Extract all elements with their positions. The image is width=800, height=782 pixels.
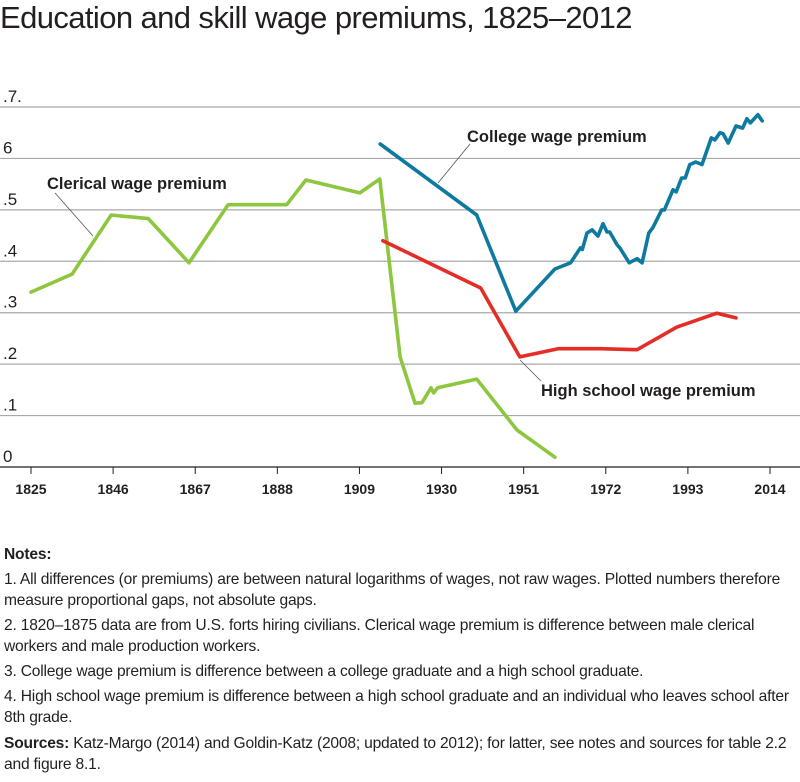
note-4: 4. High school wage premium is differenc… xyxy=(4,688,789,726)
x-tick-label: 1951 xyxy=(508,481,539,497)
college-label-leader xyxy=(437,143,471,184)
sources: Sources: Katz-Margo (2014) and Goldin-Ka… xyxy=(4,733,800,775)
x-tick-label: 1993 xyxy=(672,481,703,497)
x-axis: 1825 1846 1867 1888 1909 1930 1951 1972 1993 2014 xyxy=(0,466,800,497)
line-chart: .7. 6 .5 .4 .3 .2 .1 0 1825 1846 1867 1888 1909 1930… xyxy=(0,87,800,497)
college-wage-premium-line xyxy=(378,112,764,313)
college-series-label: College wage premium xyxy=(467,128,647,146)
notes-heading: Notes: xyxy=(4,546,52,563)
high-school-wage-premium-line xyxy=(381,238,738,359)
clerical-series-label: Clerical wage premium xyxy=(47,175,227,193)
x-tick-label: 1867 xyxy=(180,481,211,497)
y-tick-label: 6 xyxy=(3,138,12,157)
clerical-wage-premium-line xyxy=(29,177,557,459)
x-tick-label: 1846 xyxy=(98,481,129,497)
y-tick-label: .5 xyxy=(3,190,17,209)
y-tick-label: 0 xyxy=(3,447,12,466)
sources-text: Katz-Margo (2014) and Goldin-Katz (2008;… xyxy=(4,735,787,773)
series-labels: Clerical wage premium College wage premi… xyxy=(47,128,756,400)
clerical-label-leader xyxy=(54,192,94,237)
x-tick-label: 1909 xyxy=(344,481,375,497)
sources-label: Sources: xyxy=(4,735,70,752)
x-tick-label: 2014 xyxy=(754,481,785,497)
x-tick-label: 1972 xyxy=(590,481,621,497)
series-lines xyxy=(29,112,764,459)
gridlines xyxy=(0,106,800,417)
high-school-series-label: High school wage premium xyxy=(541,382,756,400)
note-3: 3. College wage premium is difference be… xyxy=(4,663,644,680)
y-tick-label: .2 xyxy=(3,344,17,363)
note-2: 2. 1820–1875 data are from U.S. forts hi… xyxy=(4,617,755,655)
note-1: 1. All differences (or premiums) are bet… xyxy=(4,571,781,609)
notes-section: Notes: 1. All differences (or premiums) … xyxy=(4,544,800,775)
y-tick-label: .1 xyxy=(3,396,17,415)
x-tick-label: 1930 xyxy=(426,481,457,497)
y-tick-label: .3 xyxy=(3,293,17,312)
y-axis-ticks: .7. 6 .5 .4 .3 .2 .1 0 xyxy=(3,87,22,466)
y-tick-label: .7. xyxy=(3,87,22,106)
high-school-label-leader xyxy=(519,359,542,382)
x-tick-label: 1825 xyxy=(15,481,46,497)
y-tick-label: .4 xyxy=(3,241,17,260)
chart-title: Education and skill wage premiums, 1825–… xyxy=(0,0,633,35)
x-tick-label: 1888 xyxy=(262,481,293,497)
